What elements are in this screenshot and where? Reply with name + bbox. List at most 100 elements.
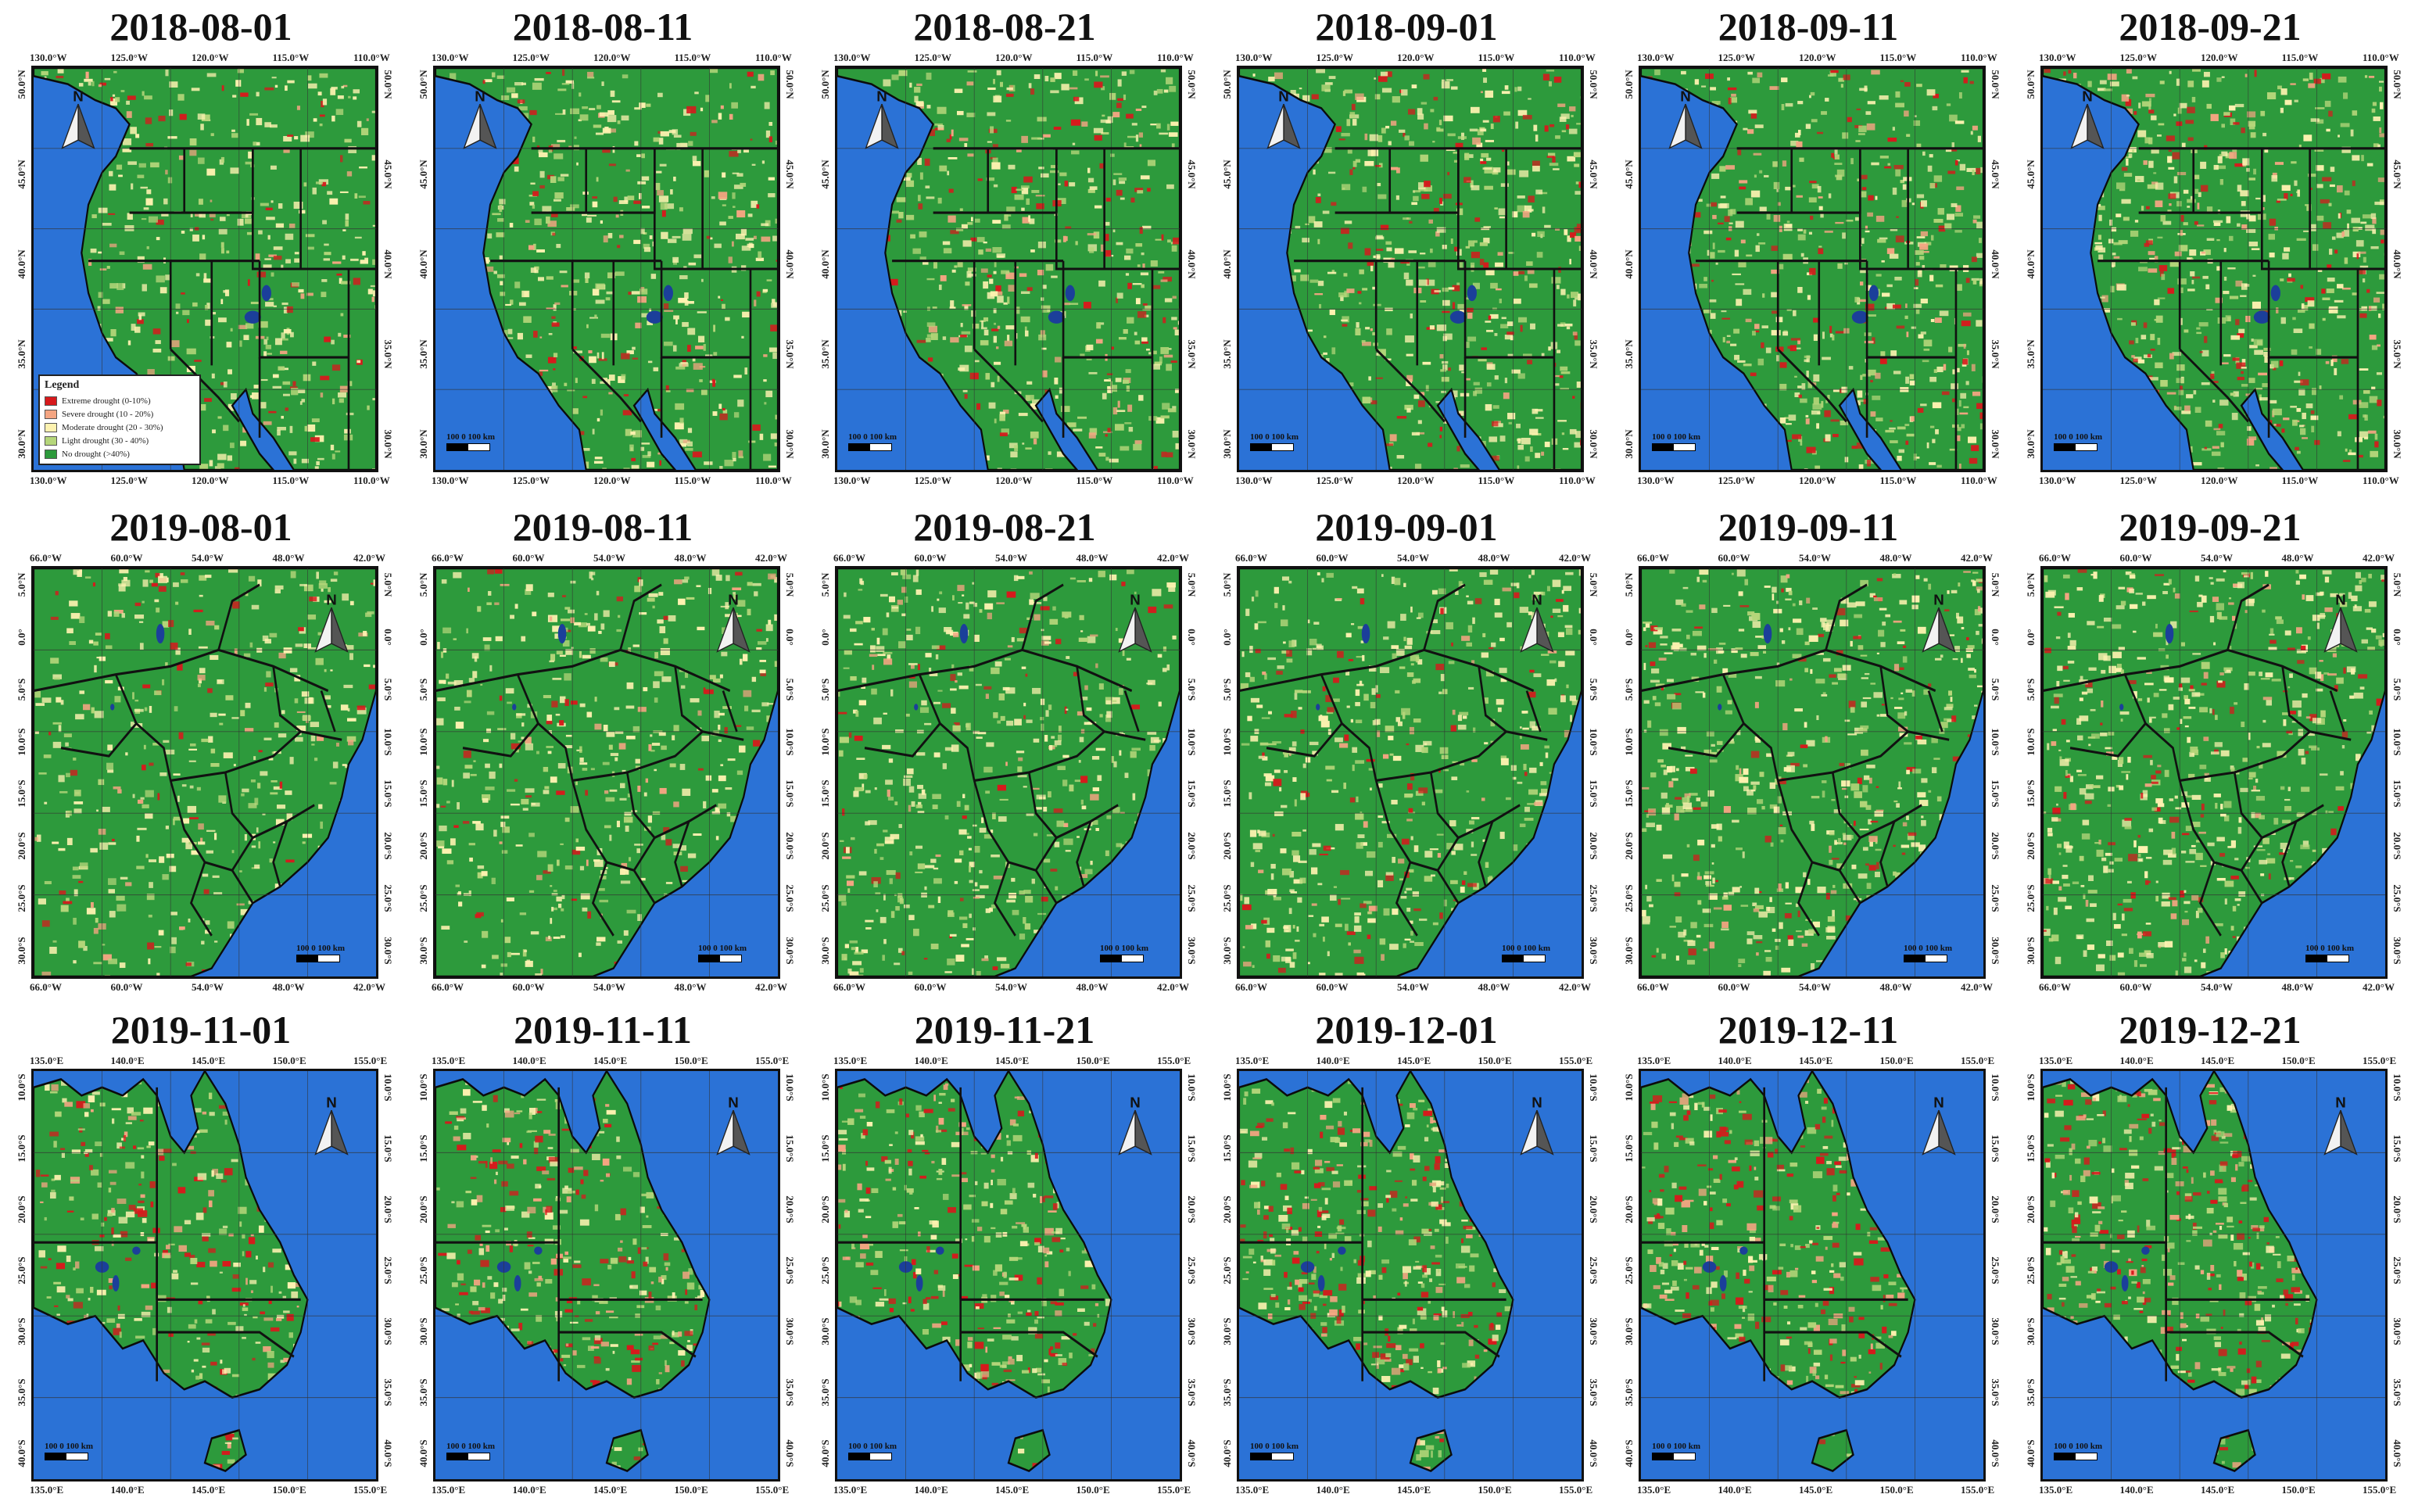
latitude-label: 25.0°S xyxy=(1623,884,1635,912)
legend-label: Moderate drought (20 - 30%) xyxy=(62,422,163,432)
longitude-label: 135.0°E xyxy=(2039,1055,2073,1066)
land-area xyxy=(607,1430,648,1471)
longitude-labels-top: 135.0°E 140.0°E 145.0°E 150.0°E 155.0°E xyxy=(833,1055,1191,1069)
latitude-label: 20.0°S xyxy=(784,1195,796,1224)
latitude-label: 35.0°N xyxy=(784,339,796,369)
longitude-label: 155.0°E xyxy=(2363,1055,2397,1066)
admin-border xyxy=(864,722,941,758)
longitude-label: 120.0°W xyxy=(192,52,229,63)
latitude-label: 25.0°S xyxy=(1221,884,1233,912)
longitude-label: 120.0°W xyxy=(593,475,631,486)
admin-border xyxy=(2069,722,2147,758)
lake xyxy=(244,310,261,324)
longitude-labels-bottom: 135.0°E 140.0°E 145.0°E 150.0°E 155.0°E xyxy=(1637,1484,1994,1498)
latitude-label: 30.0°S xyxy=(2025,937,2037,965)
latitude-labels-left: 50.0°N 45.0°N 40.0°N 35.0°N 30.0°N xyxy=(819,66,833,472)
admin-border xyxy=(918,674,976,781)
admin-border xyxy=(60,722,138,758)
longitude-label: 54.0°W xyxy=(2201,552,2233,564)
latitude-label: 0.0° xyxy=(784,629,796,646)
scale-bar-label: 100 0 100 km xyxy=(1250,1442,1299,1451)
admin-border xyxy=(1457,148,1582,271)
latitude-label: 15.0°S xyxy=(1221,779,1233,808)
latitude-label: 10.0°S xyxy=(1186,727,1198,756)
longitude-label: 125.0°W xyxy=(110,52,148,63)
latitude-labels-right: 10.0°S 15.0°S 20.0°S 25.0°S 30.0°S 35.0°S 40.0… xyxy=(382,1069,396,1482)
latitude-label: 20.0°S xyxy=(2025,832,2037,860)
admin-border xyxy=(272,821,288,887)
scale-bar-label: 100 0 100 km xyxy=(697,944,747,953)
lake xyxy=(1868,285,1879,302)
latitude-labels-right: 50.0°N 45.0°N 40.0°N 35.0°N 30.0°N xyxy=(783,66,797,472)
admin-border xyxy=(1478,821,1494,887)
latitude-label: 5.0°S xyxy=(382,678,394,701)
longitude-label: 130.0°W xyxy=(1637,475,1675,486)
legend-swatch xyxy=(45,435,57,446)
lake xyxy=(2121,1275,2129,1292)
latitude-label: 10.0°S xyxy=(1588,727,1600,756)
longitude-label: 54.0°W xyxy=(593,981,625,993)
map-canvas xyxy=(2043,68,2385,470)
longitude-label: 130.0°W xyxy=(1235,52,1273,63)
panel-date-title: 2019-12-21 xyxy=(2119,1008,2302,1052)
longitude-label: 140.0°E xyxy=(110,1055,145,1066)
scale-bar: 100 0 100 km xyxy=(848,1442,897,1460)
latitude-label: 15.0°S xyxy=(1990,779,2001,808)
longitude-labels-bottom: 130.0°W 125.0°W 120.0°W 115.0°W 110.0°W xyxy=(1637,475,1997,489)
longitude-label: 120.0°W xyxy=(995,52,1033,63)
admin-border xyxy=(973,348,1044,423)
map-panel-usa-1: 2018-08-01 130.0°W 125.0°W 120.0°W 115.0°W 11… xyxy=(0,0,402,491)
longitude-labels-top: 130.0°W 125.0°W 120.0°W 115.0°W 110.0°W xyxy=(1235,52,1596,66)
longitude-label: 155.0°E xyxy=(1157,1484,1191,1496)
longitude-label: 150.0°E xyxy=(1879,1484,1914,1496)
longitude-label: 42.0°W xyxy=(353,981,385,993)
admin-border xyxy=(1055,148,1180,271)
admin-border xyxy=(619,583,662,650)
scale-bar: 100 0 100 km xyxy=(1250,1442,1299,1460)
admin-border xyxy=(1376,730,1507,782)
scale-bar: 100 0 100 km xyxy=(1099,944,1148,962)
admin-border xyxy=(1525,690,1542,733)
longitude-label: 48.0°W xyxy=(1076,981,1109,993)
latitude-label: 5.0°S xyxy=(2025,678,2037,701)
longitude-label: 135.0°E xyxy=(30,1484,64,1496)
latitude-labels-right: 5.0°N 0.0° 5.0°S 10.0°S 15.0°S 20.0°S 25.0°S 30… xyxy=(1185,566,1199,979)
latitude-labels-left: 10.0°S 15.0°S 20.0°S 25.0°S 30.0°S 35.0°S 40.0… xyxy=(1623,1069,1637,1482)
admin-border xyxy=(1478,666,1548,741)
longitude-label: 135.0°E xyxy=(1637,1055,1671,1066)
land-area xyxy=(435,568,778,976)
longitude-label: 120.0°W xyxy=(1397,475,1435,486)
panel-date-title: 2018-08-11 xyxy=(512,5,693,48)
latitude-label: 40.0°S xyxy=(1186,1439,1198,1467)
panel-date-title: 2018-09-01 xyxy=(1315,5,1498,48)
north-arrow-icon: N xyxy=(1118,592,1152,653)
longitude-label: 66.0°W xyxy=(30,552,62,564)
lake xyxy=(1449,310,1467,324)
map-canvas xyxy=(2043,1071,2385,1479)
longitude-label: 130.0°W xyxy=(432,475,469,486)
longitude-label: 130.0°W xyxy=(432,52,469,63)
latitude-label: 20.0°S xyxy=(417,832,429,860)
north-arrow-icon: N xyxy=(61,88,95,149)
longitude-label: 48.0°W xyxy=(272,552,305,564)
longitude-label: 150.0°E xyxy=(272,1484,306,1496)
latitude-label: 25.0°S xyxy=(784,1256,796,1284)
longitude-label: 48.0°W xyxy=(1478,552,1510,564)
land-area xyxy=(435,68,778,470)
land-area xyxy=(837,68,1180,470)
longitude-label: 145.0°E xyxy=(1397,1484,1431,1496)
latitude-label: 30.0°S xyxy=(2025,1317,2037,1345)
scale-bar-graphic xyxy=(45,1453,88,1460)
latitude-label: 15.0°S xyxy=(2391,779,2403,808)
panel-date-title: 2019-11-11 xyxy=(514,1008,692,1052)
longitude-label: 66.0°W xyxy=(30,981,62,993)
admin-border xyxy=(1423,583,1466,650)
latitude-labels-right: 10.0°S 15.0°S 20.0°S 25.0°S 30.0°S 35.0°S 40.0… xyxy=(2391,1069,2405,1482)
longitude-label: 125.0°W xyxy=(2119,475,2157,486)
longitude-labels-top: 135.0°E 140.0°E 145.0°E 150.0°E 155.0°E xyxy=(2039,1055,2396,1069)
svg-text:N: N xyxy=(1278,88,1289,105)
latitude-label: 40.0°S xyxy=(16,1439,27,1467)
longitude-label: 145.0°E xyxy=(1799,1055,1833,1066)
admin-border xyxy=(169,779,254,872)
latitude-label: 5.0°S xyxy=(1623,678,1635,701)
